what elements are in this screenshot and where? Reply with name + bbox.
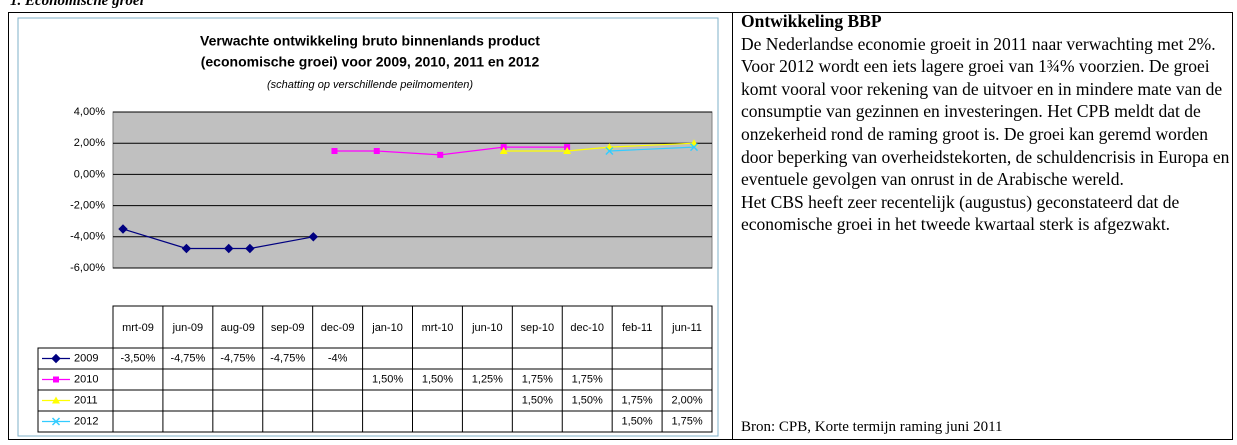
marker	[499, 147, 508, 154]
chart-subtitle: (economische groei) voor 2009, 2010, 201…	[201, 54, 540, 70]
table-frame	[8, 12, 1233, 440]
data-label: -3,50%	[121, 352, 156, 364]
x-tick-label: dec-10	[570, 322, 604, 334]
y-tick-label: 0,00%	[74, 168, 105, 180]
data-label: -4%	[328, 352, 348, 364]
series-line	[609, 146, 695, 152]
marker	[563, 147, 572, 154]
data-label: -4,75%	[220, 352, 255, 364]
data-label: 1,25%	[472, 373, 503, 385]
data-label: 1,50%	[572, 394, 603, 406]
data-label: 1,50%	[622, 415, 653, 427]
marker	[308, 232, 319, 242]
data-label: 1,75%	[671, 415, 702, 427]
legend-label: 2009	[74, 352, 98, 364]
x-tick-label: mrt-10	[422, 322, 454, 334]
chart: Verwachte ontwikkeling bruto binnenlands…	[17, 17, 719, 437]
y-tick-label: -4,00%	[70, 231, 105, 243]
marker	[245, 243, 255, 254]
x-tick-label: jan-10	[371, 322, 403, 334]
marker	[53, 376, 59, 383]
data-label: 2,00%	[671, 394, 702, 406]
legend-label: 2010	[74, 373, 98, 385]
x-tick-label: jun-11	[671, 322, 702, 334]
marker	[52, 396, 60, 404]
y-tick-label: -2,00%	[70, 200, 105, 212]
marker	[689, 143, 699, 152]
chart-title: Verwachte ontwikkeling bruto binnenlands…	[200, 33, 540, 49]
data-label: 1,50%	[522, 394, 553, 406]
marker	[118, 224, 128, 234]
marker	[224, 243, 234, 254]
x-tick-label: feb-11	[622, 322, 652, 334]
marker	[51, 417, 61, 426]
paragraph: Het CBS heeft zeer recentelijk (augustus…	[741, 191, 1180, 235]
chart-note: (schatting op verschillende peilmomenten…	[267, 79, 473, 91]
marker	[181, 243, 192, 254]
data-label: 1,75%	[522, 373, 553, 385]
x-tick-label: jun-09	[172, 322, 204, 334]
heading: Ontwikkeling BBP	[741, 11, 882, 31]
x-tick-label: jun-10	[471, 322, 503, 334]
x-tick-label: aug-09	[221, 322, 255, 334]
plot-area	[112, 111, 713, 269]
data-label: 1,75%	[622, 394, 653, 406]
x-tick-label: sep-09	[271, 322, 305, 334]
x-tick-label: sep-10	[520, 322, 554, 334]
data-label: 1,50%	[422, 373, 453, 385]
data-label: 1,75%	[572, 373, 603, 385]
legend-label: 2012	[74, 415, 98, 427]
y-tick-label: -6,00%	[70, 262, 105, 274]
data-label: -4,75%	[170, 352, 205, 364]
x-tick-label: mrt-09	[122, 322, 154, 334]
y-tick-label: 2,00%	[74, 137, 105, 149]
section-title: 1. Economische groei	[10, 0, 144, 9]
paragraph: De Nederlandse economie groeit in 2011 n…	[741, 33, 1230, 190]
x-tick-label: dec-09	[321, 322, 355, 334]
marker	[51, 353, 61, 364]
marker	[331, 148, 338, 154]
legend-label: 2011	[74, 394, 98, 406]
source: Bron: CPB, Korte termijn raming juni 201…	[741, 419, 1003, 435]
marker	[437, 151, 444, 158]
y-tick-label: 4,00%	[74, 106, 105, 118]
data-label: -4,75%	[270, 352, 305, 364]
cell-divider	[732, 12, 733, 440]
data-label: 1,50%	[372, 373, 403, 385]
marker	[605, 146, 614, 156]
text-block: Ontwikkeling BBP De Nederlandse economie…	[741, 10, 1233, 236]
series-line	[503, 142, 695, 152]
marker	[373, 148, 380, 154]
